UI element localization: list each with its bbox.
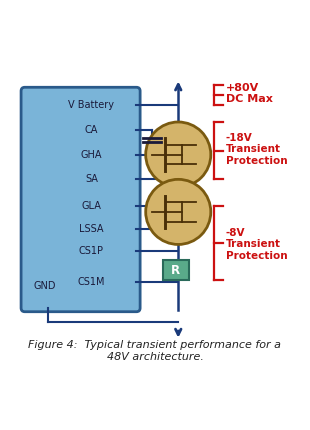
FancyBboxPatch shape [163, 260, 189, 280]
Text: GLA: GLA [82, 201, 101, 211]
Text: -18V
Transient
Protection: -18V Transient Protection [226, 133, 287, 166]
FancyBboxPatch shape [21, 87, 140, 312]
Text: R: R [171, 264, 180, 276]
Text: GHA: GHA [81, 150, 102, 160]
Text: V Battery: V Battery [69, 100, 114, 110]
Text: Figure 4:  Typical transient performance for a
48V architecture.: Figure 4: Typical transient performance … [29, 340, 281, 362]
Text: GND: GND [34, 281, 56, 291]
Text: CS1P: CS1P [79, 246, 104, 256]
Text: CA: CA [85, 125, 98, 135]
Text: CS1M: CS1M [78, 276, 105, 287]
Text: +80V
DC Max: +80V DC Max [226, 83, 272, 104]
Text: SA: SA [85, 174, 98, 184]
Circle shape [146, 122, 211, 187]
Circle shape [146, 179, 211, 244]
Text: -8V
Transient
Protection: -8V Transient Protection [226, 228, 287, 261]
Text: LSSA: LSSA [79, 224, 104, 234]
